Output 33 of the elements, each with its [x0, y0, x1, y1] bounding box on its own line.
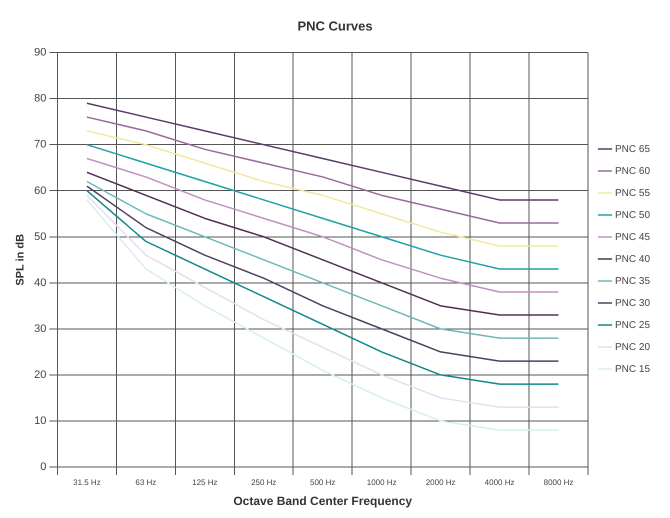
legend-label: PNC 50 — [614, 210, 650, 221]
y-tick-label: 10 — [34, 414, 46, 427]
y-axis-title: SPL in dB — [14, 234, 27, 286]
y-tick-label: 0 — [40, 461, 46, 474]
chart-title: PNC Curves — [297, 18, 373, 34]
legend-label: PNC 55 — [614, 188, 650, 199]
x-tick-label: 2000 Hz — [426, 478, 456, 488]
legend-label: PNC 20 — [614, 342, 650, 353]
x-tick-label: 63 Hz — [135, 478, 156, 488]
y-tick-label: 50 — [34, 230, 46, 243]
y-tick-label: 60 — [34, 184, 46, 197]
x-tick-label: 31.5 Hz — [73, 478, 101, 488]
y-tick-label: 70 — [34, 138, 46, 151]
legend-label: PNC 15 — [614, 364, 650, 375]
x-axis-title: Octave Band Center Frequency — [233, 494, 412, 508]
y-tick-label: 80 — [34, 92, 46, 105]
legend-label: PNC 60 — [614, 166, 650, 177]
y-tick-label: 30 — [34, 322, 46, 335]
y-tick-label: 40 — [34, 276, 46, 289]
legend-label: PNC 25 — [614, 320, 650, 331]
legend-label: PNC 35 — [614, 276, 650, 287]
x-tick-label: 250 Hz — [251, 478, 276, 488]
legend-label: PNC 30 — [614, 298, 650, 309]
legend-label: PNC 65 — [614, 144, 650, 155]
y-tick-label: 20 — [34, 368, 46, 381]
x-tick-label: 1000 Hz — [366, 478, 397, 488]
legend-label: PNC 40 — [614, 254, 650, 265]
x-tick-label: 8000 Hz — [544, 478, 574, 488]
y-tick-label: 90 — [34, 46, 46, 59]
x-tick-label: 4000 Hz — [484, 478, 514, 488]
legend-label: PNC 45 — [614, 232, 650, 243]
x-tick-label: 125 Hz — [192, 478, 218, 488]
x-tick-label: 500 Hz — [310, 478, 336, 488]
